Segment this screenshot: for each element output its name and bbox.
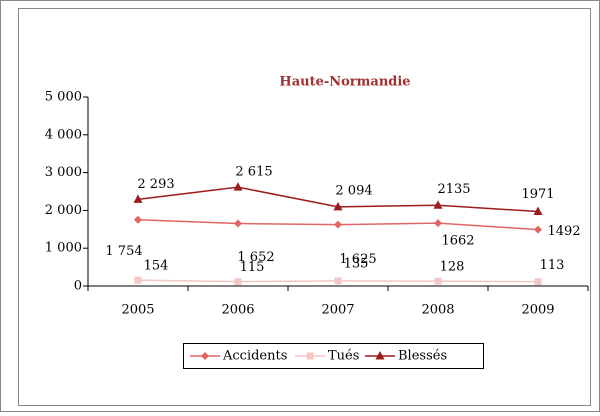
data-label: 2135 [437, 182, 470, 197]
data-label: 128 [440, 260, 465, 275]
data-label: 115 [240, 260, 265, 275]
data-point [534, 278, 542, 286]
x-tick-label: 2007 [321, 303, 354, 318]
data-point [434, 277, 442, 285]
x-tick-label: 2006 [221, 303, 254, 318]
data-label: 135 [344, 256, 369, 271]
x-tick-label: 2008 [421, 303, 454, 318]
data-label: 1492 [547, 224, 580, 239]
data-point [334, 220, 342, 229]
y-tick-label: 4 000 [45, 127, 82, 142]
y-tick-label: 0 [74, 279, 82, 294]
data-label: 1971 [521, 187, 554, 202]
chart-title: Haute-Normandie [279, 75, 410, 90]
legend: Accidents Tués Blessés [183, 343, 484, 369]
data-label: 154 [144, 259, 169, 274]
data-point [533, 206, 543, 215]
data-label: 113 [540, 258, 565, 273]
data-point [234, 278, 242, 286]
data-point [333, 201, 343, 211]
legend-label: Accidents [222, 349, 287, 364]
y-tick-label: 2 000 [45, 203, 82, 218]
y-tick-label: 1 000 [45, 241, 82, 256]
data-point [133, 194, 143, 203]
legend-marker [201, 352, 209, 360]
data-label: 2 094 [335, 183, 372, 198]
y-tick-label: 5 000 [45, 90, 82, 105]
data-point [134, 215, 142, 224]
legend-label: Blessés [398, 349, 447, 364]
legend-label: Tués [328, 349, 359, 364]
y-tick-label: 3 000 [45, 165, 82, 180]
data-label: 2 293 [137, 177, 174, 192]
data-label: 1 754 [105, 244, 142, 259]
legend-marker [375, 351, 385, 360]
data-label: 1662 [441, 234, 474, 249]
data-point [233, 182, 243, 191]
x-tick-label: 2009 [521, 303, 554, 318]
data-point [434, 219, 442, 228]
data-point [433, 200, 443, 209]
data-label: 1 652 [237, 250, 274, 265]
data-label: 1 625 [339, 252, 376, 267]
chart-frame [18, 8, 591, 406]
data-label: 2 615 [235, 165, 272, 180]
data-point [234, 219, 242, 228]
legend-marker [306, 352, 314, 360]
data-point [334, 277, 342, 285]
data-point [534, 225, 542, 234]
x-tick-label: 2005 [121, 303, 154, 318]
legend-box [183, 343, 484, 369]
data-point [134, 276, 142, 284]
